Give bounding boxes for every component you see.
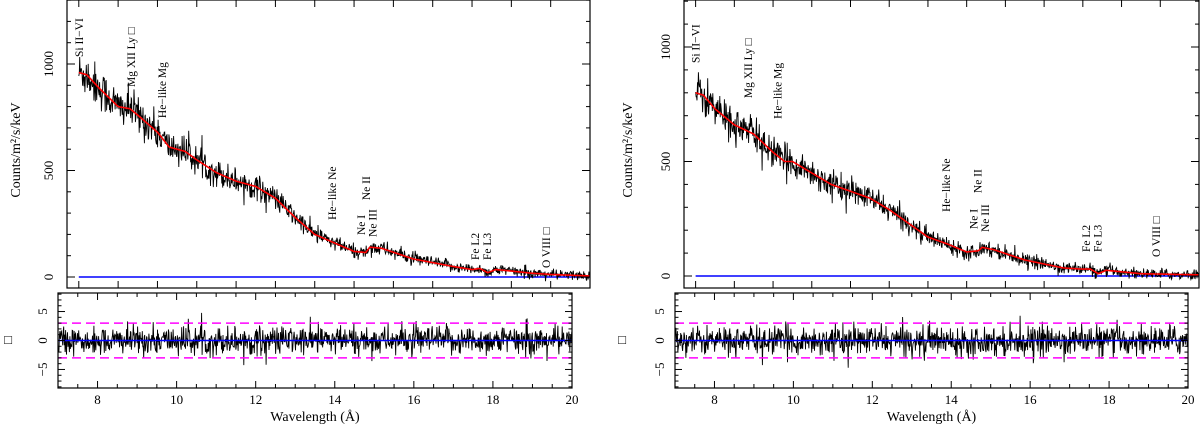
residual-tick-label: −5 — [652, 363, 667, 377]
left-panel: 0 500 1000 Counts/m²/s/keV Si II−VI Mg XII Ly… — [4, 0, 591, 425]
line-annotation: He−like Mg — [773, 63, 785, 119]
x-tick-label: 10 — [787, 392, 800, 407]
x-axis-label: Wavelength (Å) — [270, 409, 360, 425]
x-tick-label: 8 — [94, 392, 101, 407]
line-annotation: Ne I — [356, 215, 368, 235]
residuals — [58, 312, 572, 366]
spectrum-data — [78, 56, 590, 282]
line-annotation: He−like Ne — [327, 166, 339, 219]
observed-spectrum — [78, 56, 590, 282]
x-tick-label: 20 — [1182, 392, 1195, 407]
line-annotation: Ne III — [980, 204, 992, 232]
x-tick-label: 10 — [170, 392, 183, 407]
residuals — [675, 315, 1188, 368]
residual-data — [675, 315, 1188, 368]
residual-data — [58, 312, 572, 366]
spectrum-plot: 0 500 1000 Counts/m²/s/keV Si II−VI Mg XII Ly… — [9, 0, 591, 289]
x-tick-label: 14 — [945, 392, 959, 407]
spectrum-frame — [683, 0, 1200, 289]
x-tick-label: 16 — [1024, 392, 1038, 407]
y-tick-label: 0 — [41, 274, 56, 281]
x-tick-label: 8 — [711, 392, 718, 407]
x-tick-label: 18 — [1103, 392, 1116, 407]
x-tick-label: 16 — [407, 392, 421, 407]
line-annotation: Si II−VI — [691, 24, 703, 63]
line-annotation: Fe L2 — [1081, 225, 1093, 252]
residual-tick-label: 5 — [652, 308, 667, 315]
line-annotation: Si II−VI — [74, 18, 86, 57]
x-tick-label: 18 — [486, 392, 499, 407]
right-panel: 0 500 1000 Counts/m²/s/keV Si II−VI Mg XII Ly… — [618, 0, 1200, 425]
residual-plot: 8 10 12 14 16 18 20 −5 0 5 □ Wavelength (Å) — [618, 292, 1195, 425]
line-annotation: Fe L3 — [482, 233, 494, 260]
line-annotation: Fe L3 — [1093, 225, 1105, 252]
residual-tick-label: 0 — [35, 337, 50, 344]
line-annotation: Fe L2 — [470, 233, 482, 260]
model-spectrum — [78, 71, 590, 277]
observed-spectrum — [695, 72, 1199, 282]
line-annotation: Mg XII Ly □ — [743, 38, 755, 98]
spectrum-plot: 0 500 1000 Counts/m²/s/keV Si II−VI Mg XII Ly… — [621, 0, 1200, 289]
residual-plot: 8 10 12 14 16 18 20 −5 0 5 □ Wavelength (Å) — [4, 292, 579, 425]
y-axis-label: Counts/m²/s/keV — [9, 102, 24, 197]
residual-tick-label: −5 — [35, 363, 50, 377]
line-annotation: He−like Mg — [157, 62, 169, 118]
line-annotation: Ne I — [969, 209, 981, 229]
line-annotation: O VIII □ — [541, 227, 553, 268]
residual-axis-label: □ — [618, 332, 626, 347]
residual-tick-label: 5 — [35, 308, 50, 315]
spectrum-frame — [66, 0, 591, 289]
line-annotation: O VIII □ — [1151, 216, 1163, 257]
line-annotation: He−like Ne — [941, 158, 953, 211]
x-tick-label: 12 — [249, 392, 262, 407]
spectrum-data — [695, 72, 1199, 282]
residual-axis-label: □ — [4, 332, 12, 347]
y-tick-label: 500 — [658, 152, 673, 172]
line-annotation: Ne II — [973, 169, 985, 193]
x-axis-label: Wavelength (Å) — [887, 409, 977, 425]
x-tick-label: 20 — [566, 392, 579, 407]
y-tick-label: 1000 — [658, 34, 673, 60]
line-annotation: Ne II — [361, 176, 373, 200]
model-spectrum — [695, 92, 1199, 276]
y-tick-label: 1000 — [41, 51, 56, 77]
y-tick-label: 500 — [41, 161, 56, 181]
residual-tick-label: 0 — [652, 337, 667, 344]
x-tick-label: 12 — [866, 392, 879, 407]
y-axis-label: Counts/m²/s/keV — [621, 102, 636, 197]
x-tick-label: 14 — [328, 392, 342, 407]
line-annotation: Ne III — [368, 209, 380, 237]
line-annotation: Mg XII Ly □ — [126, 27, 138, 87]
y-tick-label: 0 — [658, 273, 673, 280]
